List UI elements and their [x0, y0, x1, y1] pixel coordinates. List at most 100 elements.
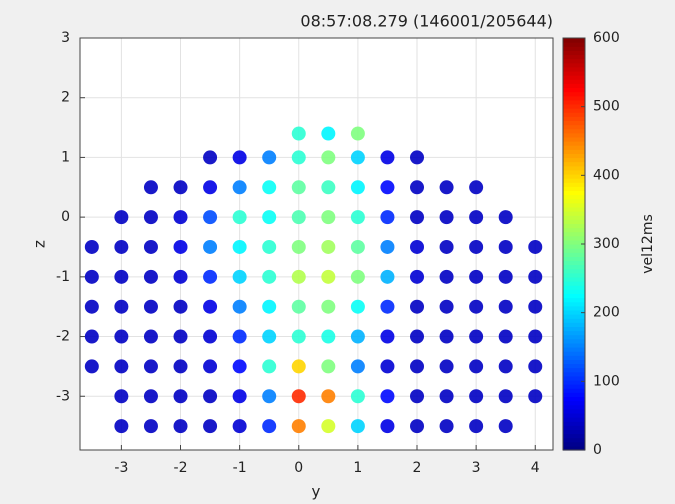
scatter-point [84, 239, 99, 254]
scatter-point [321, 150, 336, 165]
scatter-point [203, 299, 218, 314]
scatter-point [410, 329, 425, 344]
colorbar-swatch [563, 87, 585, 93]
scatter-point [350, 329, 365, 344]
colorbar-swatch [563, 330, 585, 336]
colorbar-tick-label: 300 [593, 236, 620, 252]
colorbar-swatch [563, 392, 585, 398]
scatter-point [262, 180, 277, 195]
colorbar-swatch [563, 408, 585, 414]
scatter-point [321, 126, 336, 141]
colorbar-tick-label: 200 [593, 305, 620, 321]
colorbar-swatch [563, 79, 585, 84]
colorbar-swatch [563, 165, 585, 171]
colorbar-swatch [563, 384, 585, 389]
colorbar-swatch [563, 429, 585, 435]
y-tick-label: -2 [56, 329, 70, 345]
scatter-point [262, 210, 277, 225]
scatter-point [439, 329, 454, 344]
x-tick-label: 0 [294, 460, 303, 476]
scatter-point [380, 419, 395, 434]
scatter-point [439, 180, 454, 195]
x-tick-label: 4 [531, 460, 540, 476]
scatter-point [114, 419, 129, 434]
colorbar-swatch [563, 375, 585, 381]
colorbar-swatch [563, 318, 585, 323]
scatter-point [469, 299, 484, 314]
scatter-point [528, 269, 543, 284]
colorbar-swatch [563, 215, 585, 220]
y-axis-label: z [31, 240, 49, 248]
scatter-point [114, 210, 129, 225]
scatter-point [291, 210, 306, 225]
colorbar-swatch [563, 178, 585, 183]
scatter-point [232, 150, 247, 165]
scatter-point [143, 180, 158, 195]
colorbar-swatch [563, 417, 585, 422]
scatter-point [498, 359, 513, 374]
colorbar-swatch [563, 281, 585, 286]
colorbar-swatch [563, 437, 585, 443]
scatter-point [321, 269, 336, 284]
colorbar-swatch [563, 190, 585, 196]
scatter-point [380, 389, 395, 404]
colorbar-swatch [563, 173, 585, 179]
scatter-point [321, 239, 336, 254]
y-tick-label: -3 [56, 388, 70, 404]
scatter-point [232, 389, 247, 404]
x-tick-label: -3 [114, 460, 128, 476]
scatter-point [498, 419, 513, 434]
colorbar-swatch [563, 412, 585, 418]
colorbar-swatch [563, 231, 585, 237]
scatter-point [410, 180, 425, 195]
scatter-point [321, 180, 336, 195]
scatter-point [262, 329, 277, 344]
colorbar-swatch [563, 289, 585, 295]
colorbar-swatch [563, 272, 585, 278]
colorbar-swatch [563, 388, 585, 393]
y-tick-label: 2 [61, 90, 70, 106]
scatter-point [114, 329, 129, 344]
colorbar-tick-label: 600 [593, 30, 620, 46]
colorbar-tick-label: 400 [593, 167, 620, 183]
colorbar-swatch [563, 75, 585, 80]
colorbar-swatch [563, 309, 585, 315]
scatter-point [350, 389, 365, 404]
scatter-point [143, 269, 158, 284]
colorbar-swatch [563, 120, 585, 126]
scatter-point [350, 359, 365, 374]
colorbar-swatch [563, 124, 585, 130]
colorbar-swatch [563, 371, 585, 377]
scatter-point [173, 359, 188, 374]
scatter-point [203, 269, 218, 284]
scatter-point [114, 239, 129, 254]
colorbar-swatch [563, 66, 585, 72]
colorbar-swatch [563, 103, 585, 109]
colorbar-swatch [563, 38, 585, 43]
colorbar-swatch [563, 334, 585, 340]
scatter-point [350, 210, 365, 225]
scatter-point [262, 389, 277, 404]
scatter-point [262, 419, 277, 434]
scatter-point [291, 359, 306, 374]
scatter-point [203, 359, 218, 374]
colorbar-swatch [563, 223, 585, 229]
colorbar-tick-label: 100 [593, 373, 620, 389]
scatter-point [143, 419, 158, 434]
scatter-point [469, 269, 484, 284]
scatter-point [350, 150, 365, 165]
scatter-point [469, 210, 484, 225]
colorbar-swatch [563, 46, 585, 51]
scatter-point [232, 269, 247, 284]
scatter-point [380, 150, 395, 165]
x-tick-label: -2 [174, 460, 188, 476]
scatter-point [114, 389, 129, 404]
scatter-point [173, 180, 188, 195]
scatter-point [84, 329, 99, 344]
colorbar-swatch [563, 128, 585, 134]
scatter-point [232, 180, 247, 195]
scatter-point [173, 389, 188, 404]
scatter-point [203, 419, 218, 434]
